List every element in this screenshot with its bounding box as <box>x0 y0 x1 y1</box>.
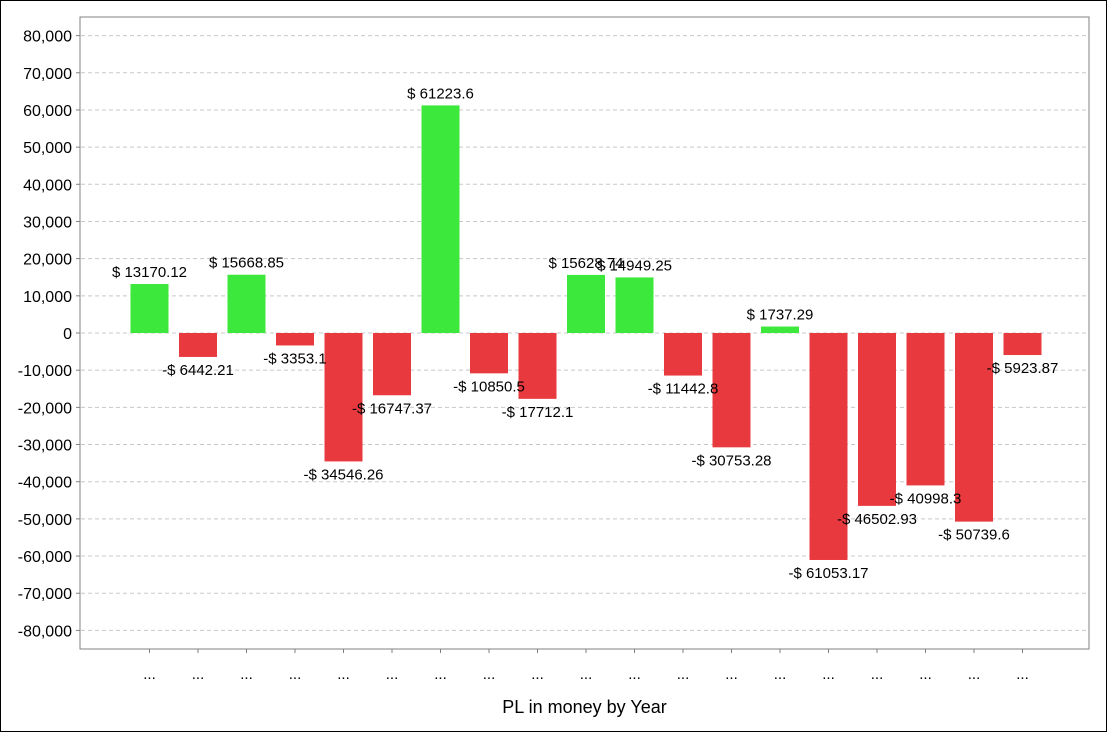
data-label: -$ 16747.37 <box>352 400 432 417</box>
bar <box>227 274 266 333</box>
bar <box>324 333 363 462</box>
data-label: $ 61223.6 <box>407 85 474 102</box>
bar <box>567 274 605 333</box>
x-tick-label: ... <box>143 666 156 683</box>
x-tick-label: ... <box>1016 666 1029 683</box>
bars <box>130 105 1042 560</box>
y-tick-label: -70,000 <box>18 586 72 603</box>
data-label: -$ 34546.26 <box>303 466 383 483</box>
x-tick-label: ... <box>677 666 690 683</box>
y-tick-label: -30,000 <box>18 438 72 455</box>
data-label: -$ 61053.17 <box>788 565 868 582</box>
x-tick-label: ... <box>240 666 253 683</box>
bar <box>421 105 460 333</box>
x-axis-title: PL in money by Year <box>502 697 666 717</box>
y-tick-label: -40,000 <box>18 475 72 492</box>
x-tick-label: ... <box>386 666 399 683</box>
y-tick-label: 60,000 <box>23 103 72 120</box>
data-label: -$ 3353.1 <box>263 350 326 367</box>
bar <box>712 333 751 448</box>
data-label: $ 15668.85 <box>209 255 284 272</box>
bar <box>664 333 702 376</box>
x-tick-label: ... <box>628 666 641 683</box>
bar <box>518 333 557 399</box>
data-label: -$ 40998.3 <box>890 490 962 507</box>
y-tick-label: 10,000 <box>23 289 72 306</box>
x-axis-ticks: ........................................… <box>143 649 1029 683</box>
y-axis-ticks: 80,000 70,000 60,000 50,000 40,000 30,000 20,0… <box>18 29 80 640</box>
bar <box>761 326 799 333</box>
x-tick-label: ... <box>192 666 205 683</box>
y-tick-label: -80,000 <box>18 623 72 640</box>
y-tick-label: 0 <box>63 326 72 343</box>
x-tick-label: ... <box>289 666 302 683</box>
x-tick-label: ... <box>434 666 447 683</box>
y-tick-label: 80,000 <box>23 29 72 46</box>
y-tick-label: -60,000 <box>18 549 72 566</box>
x-tick-label: ... <box>774 666 787 683</box>
x-tick-label: ... <box>725 666 738 683</box>
bar <box>906 333 945 486</box>
y-tick-label: -50,000 <box>18 512 72 529</box>
x-tick-label: ... <box>580 666 593 683</box>
data-label: -$ 10850.5 <box>453 378 525 395</box>
data-label: -$ 11442.8 <box>648 381 719 398</box>
data-labels: $ 13170.12 -$ 6442.21 $ 15668.85 -$ 3353.1 -… <box>112 85 1058 582</box>
bar <box>470 333 508 374</box>
bar <box>130 284 169 333</box>
x-tick-label: ... <box>968 666 981 683</box>
y-tick-label: 50,000 <box>23 140 72 157</box>
bar <box>373 333 411 396</box>
y-tick-label: 30,000 <box>23 214 72 231</box>
data-label: -$ 50739.6 <box>938 527 1010 544</box>
x-tick-label: ... <box>919 666 932 683</box>
data-label: -$ 46502.93 <box>837 511 917 528</box>
x-tick-label: ... <box>822 666 835 683</box>
data-label: $ 14949.25 <box>597 257 672 274</box>
y-tick-label: 20,000 <box>23 252 72 269</box>
bar <box>1003 333 1042 356</box>
bar <box>179 333 217 357</box>
x-tick-label: ... <box>531 666 544 683</box>
y-tick-label: 40,000 <box>23 177 72 194</box>
x-tick-label: ... <box>337 666 350 683</box>
data-label: $ 1737.29 <box>747 307 814 324</box>
data-label: -$ 17712.1 <box>502 404 574 421</box>
y-tick-label: 70,000 <box>23 66 72 83</box>
data-label: $ 15628.74 <box>548 255 623 272</box>
data-label: -$ 5923.87 <box>987 360 1059 377</box>
data-label: -$ 6442.21 <box>162 362 234 379</box>
x-tick-label: ... <box>483 666 496 683</box>
bar <box>809 333 848 560</box>
data-label: -$ 30753.28 <box>691 452 771 469</box>
y-tick-label: -10,000 <box>18 363 72 380</box>
bar <box>615 277 654 333</box>
bar <box>858 333 896 506</box>
bar <box>276 333 314 346</box>
data-label: $ 13170.12 <box>112 264 187 281</box>
bar <box>955 333 993 522</box>
x-tick-label: ... <box>871 666 884 683</box>
y-tick-label: -20,000 <box>18 400 72 417</box>
